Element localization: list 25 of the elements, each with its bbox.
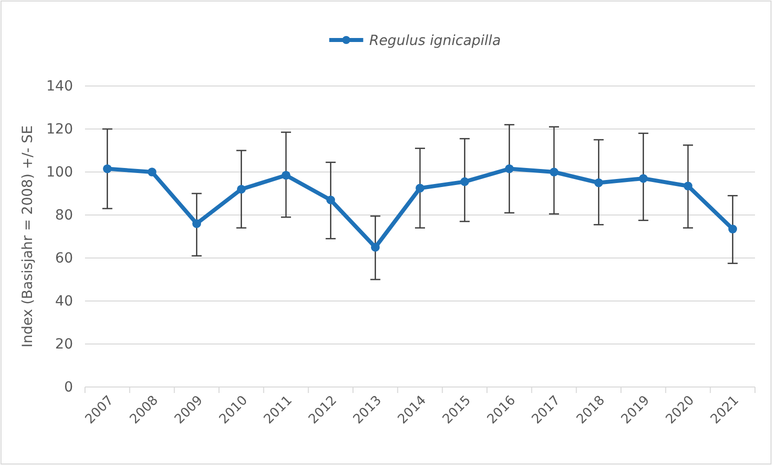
y-axis-title: Index (Basisjahr = 2008) +/- SE xyxy=(20,125,36,348)
point xyxy=(282,170,290,180)
point xyxy=(102,164,112,174)
point xyxy=(148,168,156,176)
point xyxy=(326,196,336,204)
point xyxy=(728,224,738,234)
point xyxy=(594,178,604,188)
point xyxy=(192,219,202,228)
y-tick-label: 120 xyxy=(46,121,73,138)
y-tick-label: 100 xyxy=(46,164,73,180)
y-tick-label: 60 xyxy=(55,250,73,266)
y-tick-label: 20 xyxy=(55,336,73,352)
point xyxy=(460,177,470,186)
point xyxy=(550,168,558,176)
y-tick-label: 40 xyxy=(55,293,73,310)
point xyxy=(236,184,246,194)
point xyxy=(638,174,648,183)
point xyxy=(684,182,692,190)
y-tick-label: 140 xyxy=(46,78,73,94)
y-tick-label: 0 xyxy=(64,379,73,396)
point xyxy=(504,164,514,174)
point xyxy=(370,242,380,252)
legend-label: Regulus ignicapilla xyxy=(369,32,501,49)
point xyxy=(416,184,424,192)
y-tick-label: 80 xyxy=(55,207,73,224)
